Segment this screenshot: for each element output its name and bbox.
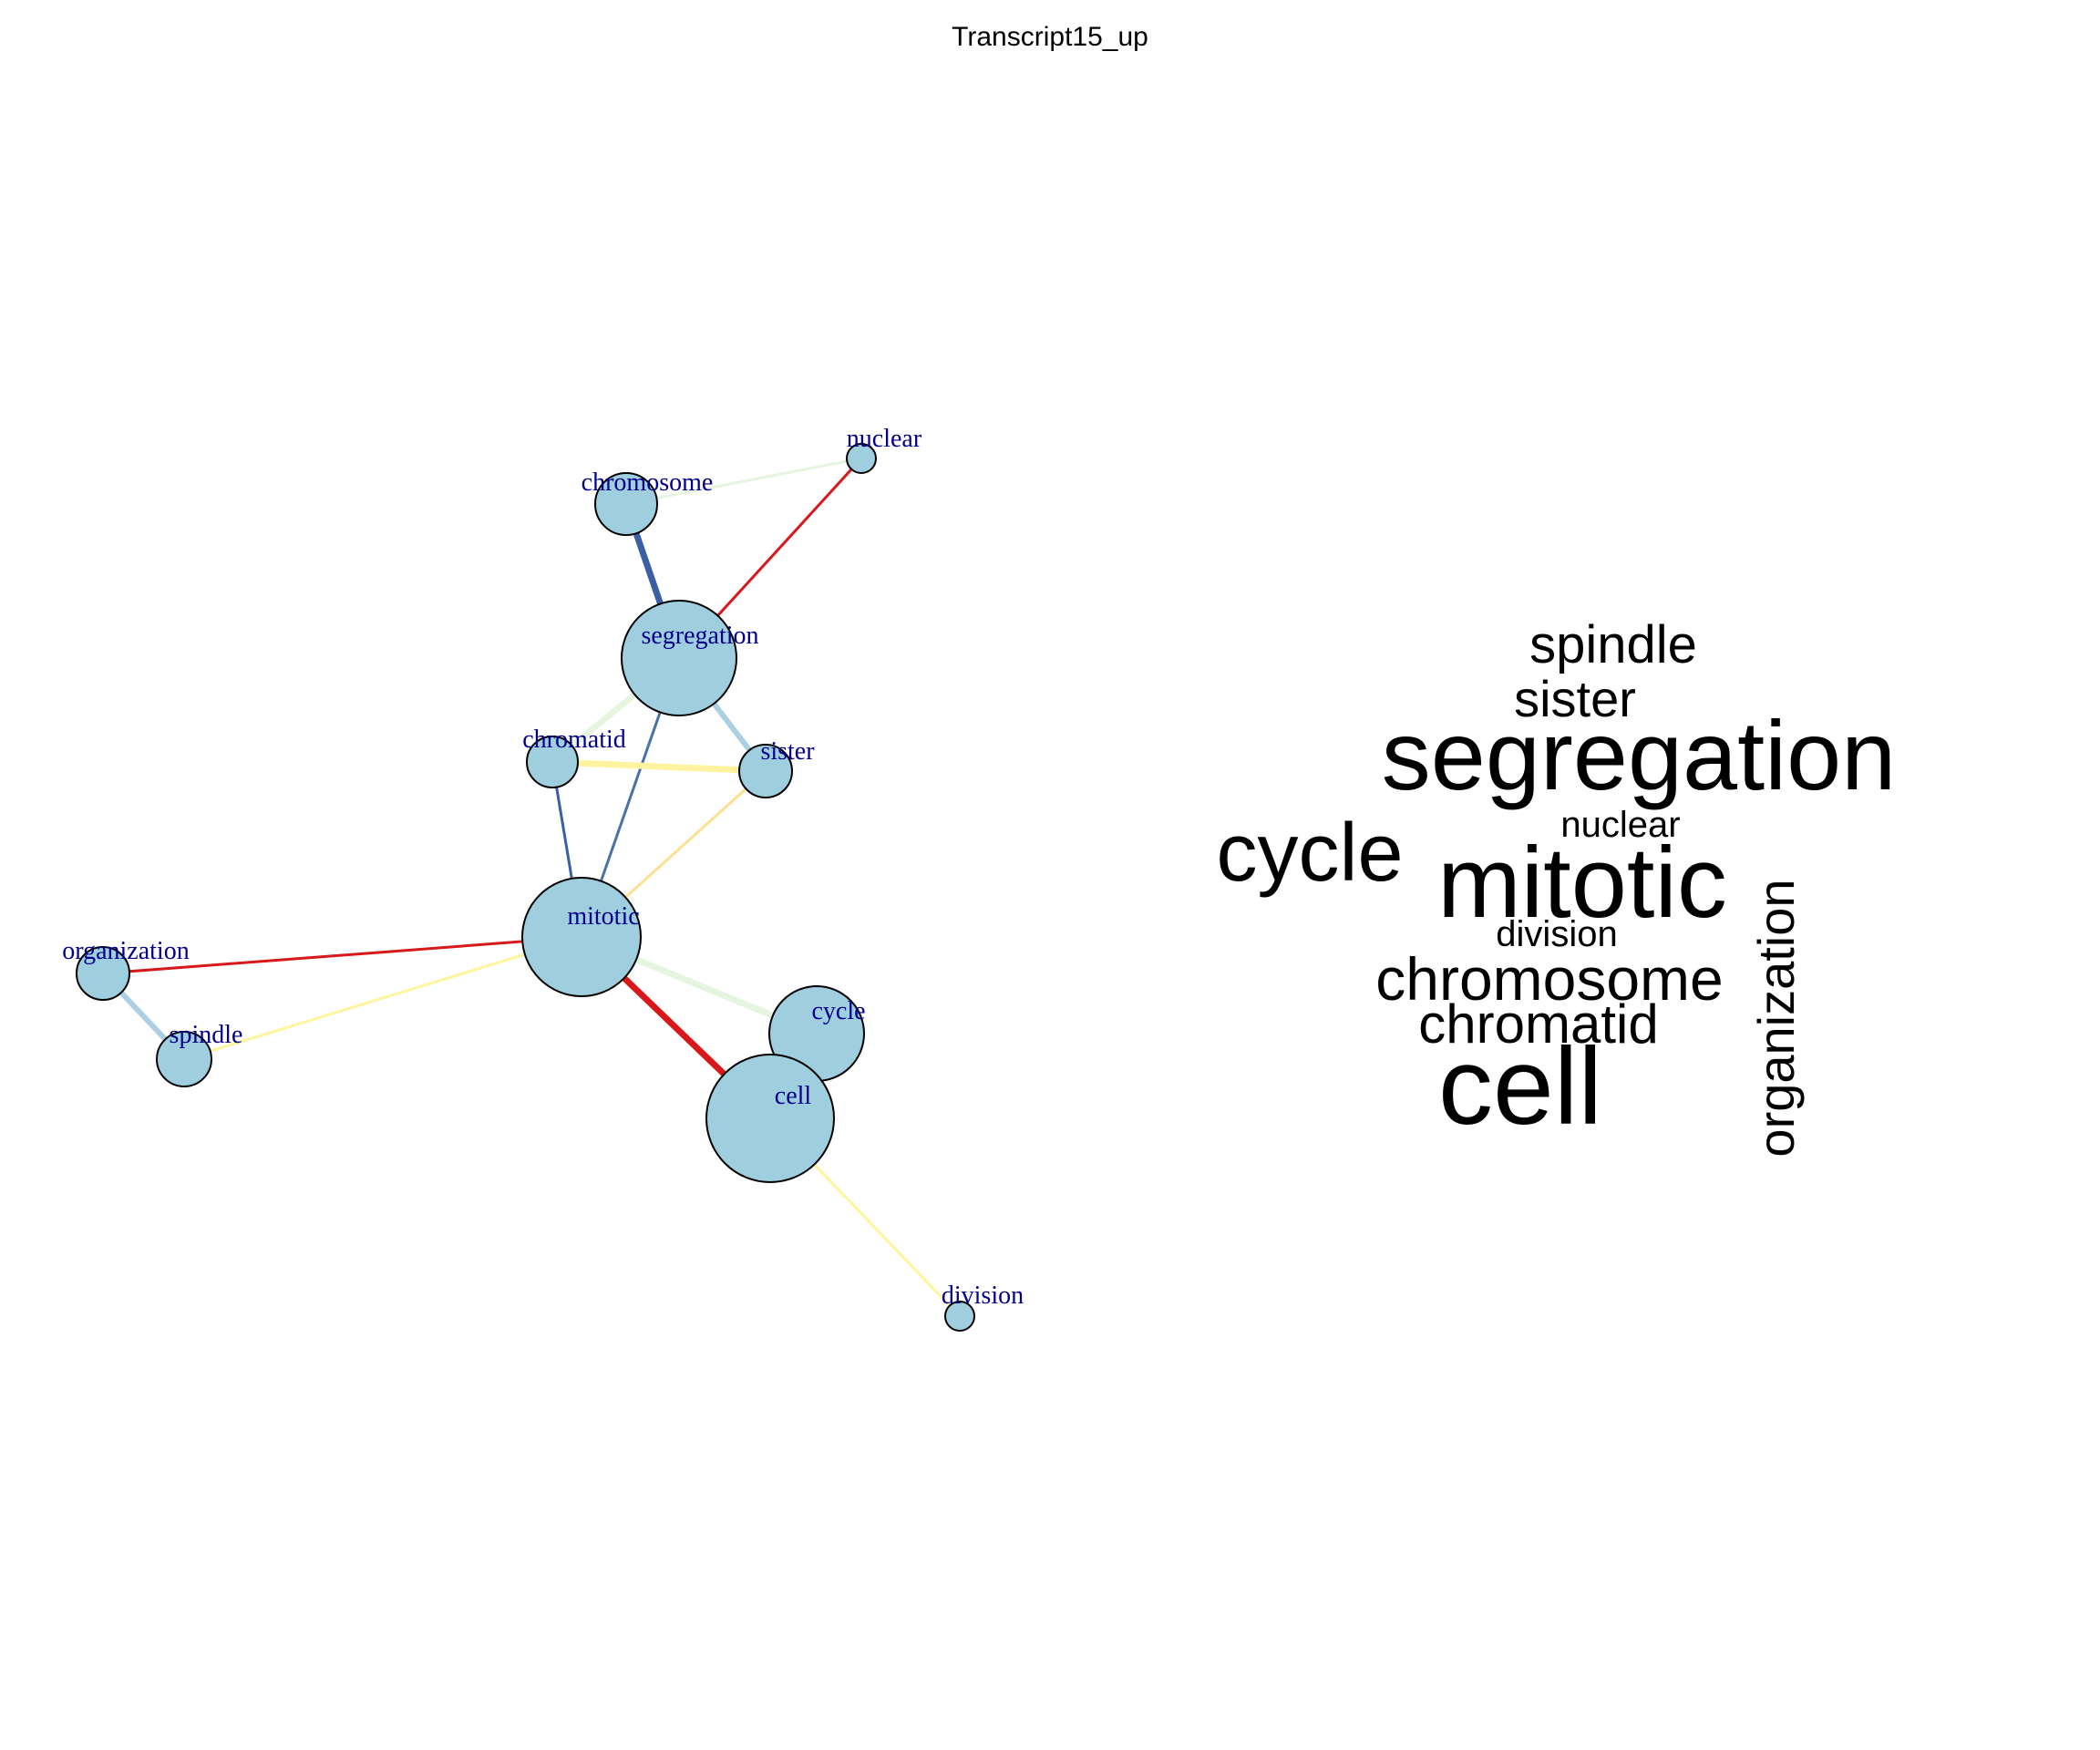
cloud-word-spindle: spindle <box>1529 615 1697 674</box>
node-label-chromosome: chromosome <box>582 468 714 497</box>
node-chromosome <box>594 472 658 536</box>
node-label-cell: cell <box>775 1082 812 1110</box>
edge-mitotic-spindle <box>183 935 582 1061</box>
cloud-word-chromatid: chromatid <box>1418 993 1658 1055</box>
cloud-word-sister: sister <box>1514 670 1636 727</box>
node-label-sister: sister <box>760 737 815 766</box>
cloud-word-chromosome: chromosome <box>1375 945 1723 1013</box>
node-chromatid <box>526 736 579 788</box>
node-sister <box>738 744 793 798</box>
network-labels: nuclear chromosome segregation chromatid sis… <box>62 425 1024 1310</box>
cloud-word-mitotic: mitotic <box>1437 827 1727 939</box>
network-edges <box>100 457 962 1318</box>
node-label-organization: organization <box>62 937 189 965</box>
node-label-division: division <box>942 1282 1024 1310</box>
edge-mitotic-organization <box>102 935 582 975</box>
node-spindle <box>156 1031 212 1087</box>
figure-title: Transcript15_up <box>952 22 1148 52</box>
cloud-word-cycle: cycle <box>1216 808 1403 899</box>
node-label-chromatid: chromatid <box>522 726 626 754</box>
node-label-spindle: spindle <box>170 1021 243 1049</box>
cloud-word-organization: organization <box>1747 879 1805 1157</box>
cloud-word-nuclear: nuclear <box>1560 805 1680 845</box>
node-label-segregation: segregation <box>641 622 758 650</box>
cloud-word-division: division <box>1496 914 1617 954</box>
edge-chromatid-sister <box>551 758 767 775</box>
cloud-word-cell: cell <box>1438 1025 1602 1148</box>
node-segregation <box>621 600 737 716</box>
node-division <box>944 1301 975 1332</box>
node-organization <box>76 946 130 1001</box>
edge-chromosome-nuclear <box>625 457 862 506</box>
node-mitotic <box>521 877 642 997</box>
node-nuclear <box>846 443 877 474</box>
node-label-cycle: cycle <box>811 997 865 1025</box>
node-cell <box>705 1054 835 1183</box>
network-nodes <box>76 443 975 1332</box>
node-label-mitotic: mitotic <box>567 902 639 931</box>
cloud-word-segregation: segregation <box>1382 700 1896 810</box>
node-label-nuclear: nuclear <box>847 425 922 453</box>
